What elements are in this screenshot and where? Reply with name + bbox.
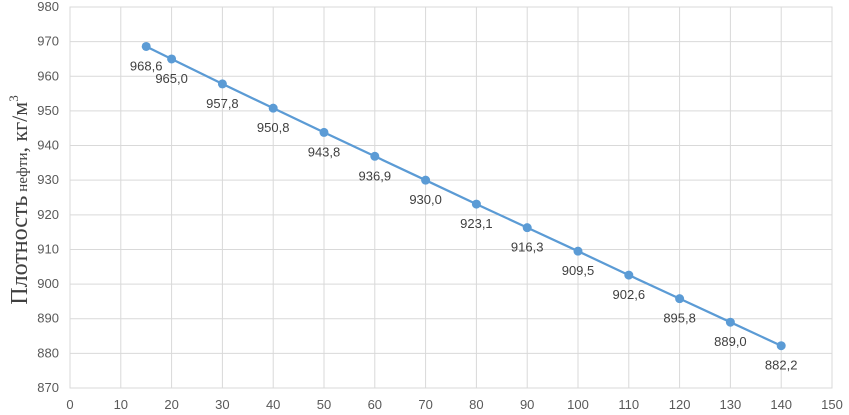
data-point (573, 246, 583, 256)
y-axis-label-unit-sup: 3 (6, 95, 21, 102)
y-tick-label: 940 (37, 138, 59, 153)
data-label: 968,6 (130, 58, 163, 73)
data-label: 957,8 (206, 96, 239, 111)
y-tick-label: 880 (37, 345, 59, 360)
data-label: 930,0 (409, 192, 442, 207)
x-tick-label: 140 (770, 397, 792, 412)
data-point (370, 151, 380, 161)
series-line (141, 41, 786, 351)
x-tick-label: 60 (368, 397, 382, 412)
x-tick-label: 0 (66, 397, 73, 412)
data-point (725, 317, 735, 327)
x-tick-label: 130 (720, 397, 742, 412)
data-point (624, 270, 634, 280)
y-axis-ticks: 870 880 890 900 910 920 930 940 950 960 970 980 (37, 0, 59, 395)
x-tick-label: 20 (164, 397, 178, 412)
x-tick-label: 10 (114, 397, 128, 412)
data-label: 889,0 (714, 334, 747, 349)
y-axis-label-main: Плотность (7, 196, 33, 305)
y-tick-label: 920 (37, 207, 59, 222)
data-point (522, 223, 532, 233)
y-tick-label: 890 (37, 311, 59, 326)
data-point (471, 199, 481, 209)
data-label: 902,6 (613, 287, 646, 302)
x-tick-label: 120 (669, 397, 691, 412)
data-point (675, 294, 685, 304)
data-point (167, 54, 177, 64)
x-tick-label: 110 (618, 397, 639, 412)
data-point (776, 341, 786, 351)
data-label: 943,8 (308, 144, 341, 159)
y-axis-label-sub: нефти (15, 153, 31, 192)
plot-area (69, 6, 833, 389)
x-tick-label: 70 (418, 397, 432, 412)
y-tick-label: 910 (37, 241, 59, 256)
data-point (319, 127, 329, 137)
x-tick-label: 50 (317, 397, 331, 412)
plot-border (69, 6, 833, 389)
y-axis-label-unit: , кг/м (7, 102, 32, 153)
data-label: 916,3 (511, 240, 544, 255)
data-label: 882,2 (765, 358, 798, 373)
x-tick-label: 40 (266, 397, 280, 412)
y-tick-label: 960 (37, 68, 59, 83)
y-axis-label: Плотность нефти, кг/м3 (6, 95, 33, 304)
y-tick-label: 930 (37, 172, 59, 187)
x-tick-label: 100 (567, 397, 589, 412)
data-point (268, 103, 278, 113)
x-axis-ticks: 0 10 20 30 40 50 60 70 80 90 100 110 120 130 140 150 (66, 397, 842, 412)
data-label: 936,9 (359, 168, 392, 183)
y-tick-label: 900 (37, 276, 59, 291)
x-tick-label: 80 (469, 397, 483, 412)
y-tick-label: 970 (37, 34, 59, 49)
data-label: 909,5 (562, 263, 595, 278)
data-label: 895,8 (663, 311, 696, 326)
series-polyline (145, 45, 782, 347)
y-tick-label: 950 (37, 103, 59, 118)
x-tick-label: 90 (520, 397, 534, 412)
data-point (217, 79, 227, 89)
x-tick-label: 150 (821, 397, 843, 412)
data-point (141, 41, 151, 51)
data-label: 950,8 (257, 120, 290, 135)
x-tick-label: 30 (215, 397, 229, 412)
y-tick-label: 870 (37, 380, 59, 395)
y-tick-label: 980 (37, 0, 59, 14)
data-label: 965,0 (155, 71, 188, 86)
data-label: 923,1 (460, 216, 493, 231)
data-point (421, 175, 431, 185)
